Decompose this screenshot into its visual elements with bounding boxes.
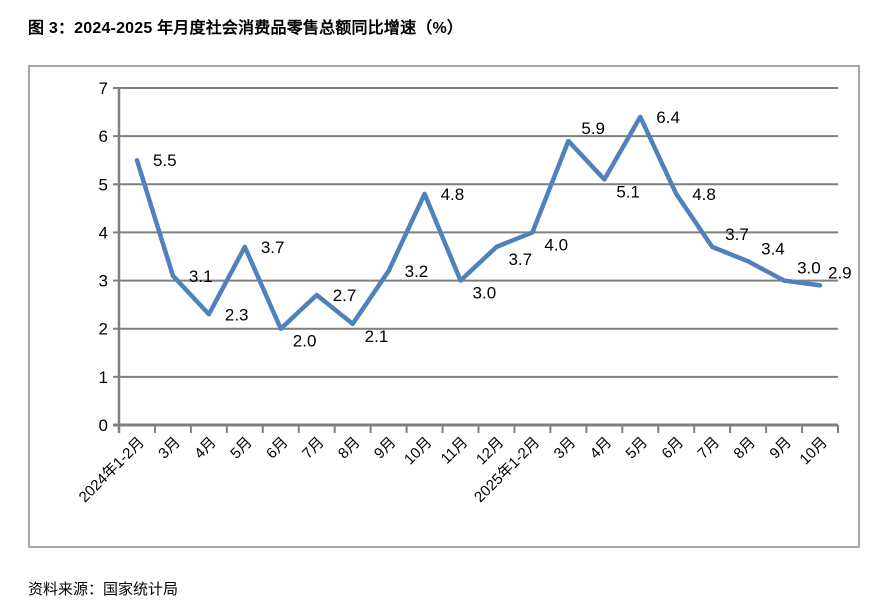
- data-label: 4.0: [544, 235, 568, 254]
- chart-frame: 0 1 2 3 4 5 6 7 2024年1-2月 3月 4月 5月 6月 7月 8月 9月 10月 11月 12月…: [28, 65, 860, 548]
- data-label: 3.7: [261, 238, 285, 257]
- x-axis-label: 4月: [587, 434, 616, 463]
- y-axis-label: 5: [99, 175, 108, 194]
- x-axis-label: 8月: [730, 434, 759, 463]
- data-label: 2.3: [225, 305, 249, 324]
- data-label: 3.0: [797, 259, 821, 278]
- data-label: 3.0: [473, 284, 497, 303]
- x-axis-label: 7月: [299, 434, 328, 463]
- x-axis-label: 11月: [438, 434, 472, 468]
- y-axis-label: 4: [99, 223, 108, 242]
- data-label: 2.9: [828, 263, 852, 282]
- chart-title: 图 3：2024-2025 年月度社会消费品零售总额同比增速（%）: [28, 20, 464, 37]
- x-axis-label: 10月: [796, 434, 830, 468]
- data-label: 3.7: [508, 250, 532, 269]
- data-label: 3.7: [725, 225, 749, 244]
- x-axis-label: 10月: [401, 434, 435, 468]
- data-label: 2.0: [293, 332, 317, 351]
- x-axis-label: 5月: [227, 434, 256, 463]
- data-label: 5.5: [153, 151, 177, 170]
- x-axis-label: 3月: [155, 434, 184, 463]
- data-label: 3.4: [761, 239, 785, 258]
- y-axis-label: 3: [99, 272, 108, 291]
- data-label: 2.7: [333, 286, 357, 305]
- x-axis-label: 4月: [191, 434, 220, 463]
- x-axis-label: 9月: [766, 434, 795, 463]
- y-axis-label: 6: [99, 127, 108, 146]
- x-axis-label: 2025年1-2月: [471, 434, 543, 506]
- data-label: 4.8: [692, 185, 716, 204]
- y-axis-label: 2: [99, 320, 108, 339]
- data-label: 5.9: [581, 119, 605, 138]
- y-axis-label: 0: [99, 416, 108, 435]
- data-label: 6.4: [656, 108, 680, 127]
- x-axis-label: 7月: [694, 434, 723, 463]
- x-axis-label: 6月: [263, 434, 292, 463]
- source-note: 资料来源：国家统计局: [28, 581, 179, 598]
- x-axis-label: 9月: [371, 434, 400, 463]
- x-axis-label: 2024年1-2月: [76, 434, 148, 506]
- x-axis-label: 6月: [659, 434, 688, 463]
- y-axis-label: 1: [99, 368, 108, 387]
- data-label: 2.1: [365, 327, 389, 346]
- y-axis-label: 7: [99, 79, 108, 98]
- x-axis-label: 3月: [551, 434, 580, 463]
- data-line: [134, 114, 823, 331]
- x-axis-label: 8月: [335, 434, 364, 463]
- x-axis-label: 5月: [623, 434, 652, 463]
- data-label: 3.1: [189, 267, 213, 286]
- data-label: 4.8: [441, 185, 465, 204]
- data-label: 3.2: [405, 262, 429, 281]
- data-label: 5.1: [616, 182, 640, 201]
